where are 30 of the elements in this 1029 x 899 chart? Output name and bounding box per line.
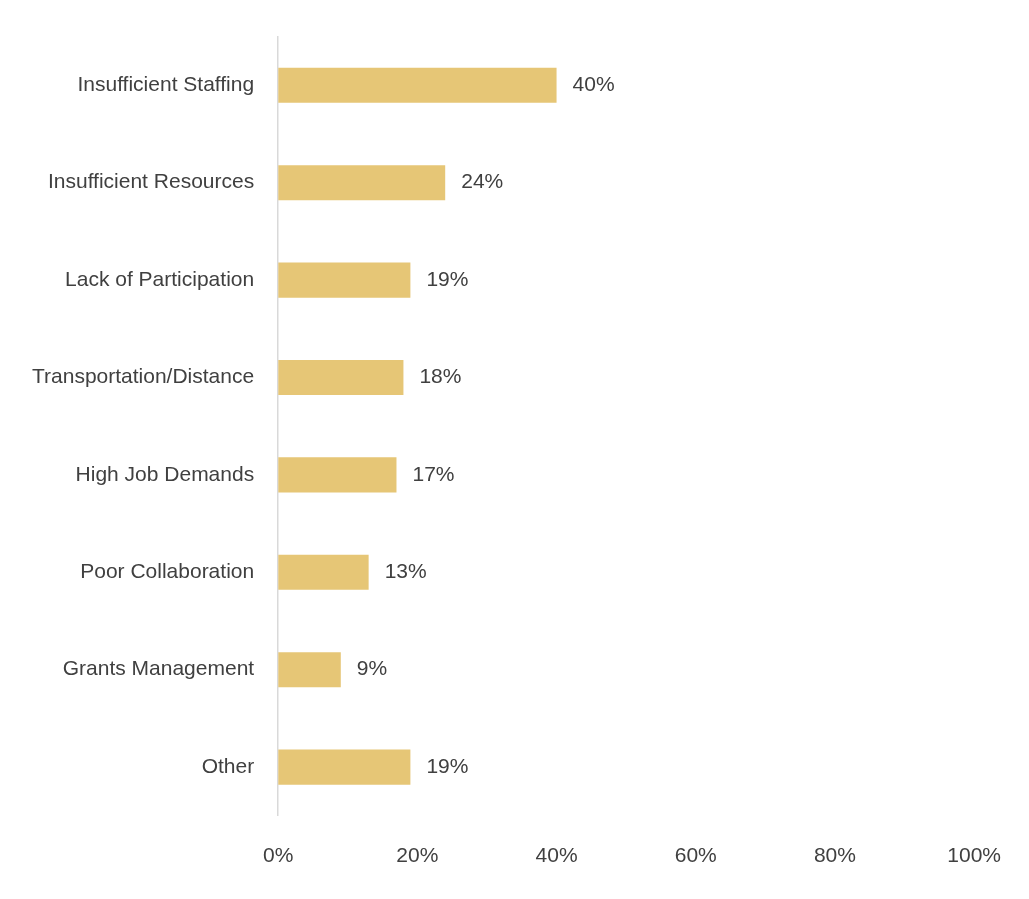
x-tick-label: 80%: [813, 843, 856, 867]
data-label: 18%: [419, 364, 462, 388]
x-tick-label: 0%: [262, 843, 294, 867]
x-tick-label: 100%: [947, 843, 1001, 867]
y-tick-label: Transportation/Distance: [31, 364, 255, 388]
y-tick-label: Grants Management: [62, 656, 255, 680]
bar: [278, 262, 411, 298]
y-tick-label: Lack of Participation: [65, 266, 255, 290]
data-label: 24%: [461, 169, 504, 193]
x-tick-label: 60%: [674, 843, 717, 867]
bar: [278, 749, 411, 785]
data-label: 19%: [426, 753, 469, 777]
y-tick-label: High Job Demands: [75, 461, 255, 485]
bar: [278, 359, 404, 396]
y-tick-label: Insufficient Staffing: [77, 72, 255, 96]
y-tick-label: Other: [201, 753, 255, 777]
data-label: 13%: [384, 559, 427, 583]
bar: [278, 554, 369, 590]
bar: [278, 67, 557, 103]
data-label: 9%: [356, 656, 388, 680]
bar: [278, 457, 397, 493]
x-tick-label: 40%: [535, 843, 578, 867]
data-label: 40%: [572, 72, 615, 96]
data-label: 17%: [412, 461, 455, 485]
data-label: 19%: [426, 266, 469, 290]
bar: [278, 165, 446, 201]
bar: [278, 652, 341, 688]
y-tick-label: Insufficient Resources: [47, 169, 255, 193]
x-tick-label: 20%: [396, 843, 439, 867]
y-tick-label: Poor Collaboration: [80, 559, 255, 583]
